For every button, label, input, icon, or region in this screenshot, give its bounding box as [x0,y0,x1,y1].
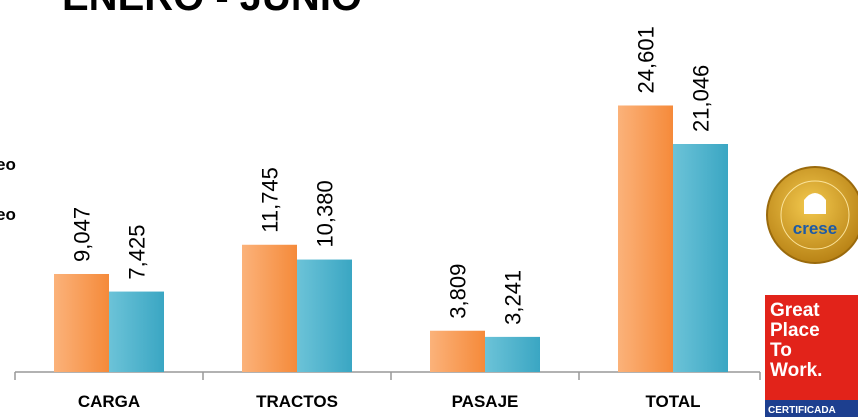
gptw-badge [765,295,858,417]
bar [109,291,164,372]
data-label: 11,745 [258,167,283,233]
bar [618,105,673,372]
data-label: 10,380 [313,180,338,247]
crese-icon [804,193,826,214]
bar [242,244,297,372]
x-tick-label: TRACTOS [256,392,338,411]
gptw-band [765,400,858,417]
bar [673,144,728,372]
data-label: 7,425 [125,225,150,280]
bar [54,273,109,372]
chart-title: ENERO - JUNIO [62,0,362,19]
data-label: 3,809 [446,264,471,319]
data-label: 21,046 [689,65,714,132]
x-tick-label: CARGA [78,392,140,411]
crese-text: crese [793,219,837,238]
bar [485,336,540,372]
bar [297,259,352,372]
gptw-text: To [770,340,792,361]
gptw-text: Work. [770,360,822,381]
gptw-text: CERTIFICADA [768,405,836,416]
gptw-text: Place [770,320,820,341]
x-tick-label: PASAJE [452,392,519,411]
gptw-text: Great [770,300,820,321]
data-label: 9,047 [70,207,95,262]
crese-badge [766,166,858,264]
data-label: 24,601 [634,26,659,93]
legend-label: eo [0,205,16,224]
data-label: 3,241 [501,270,526,325]
crese-ring [780,180,850,250]
legend-label: eo [0,155,16,174]
bar [430,330,485,372]
x-tick-label: TOTAL [645,392,700,411]
